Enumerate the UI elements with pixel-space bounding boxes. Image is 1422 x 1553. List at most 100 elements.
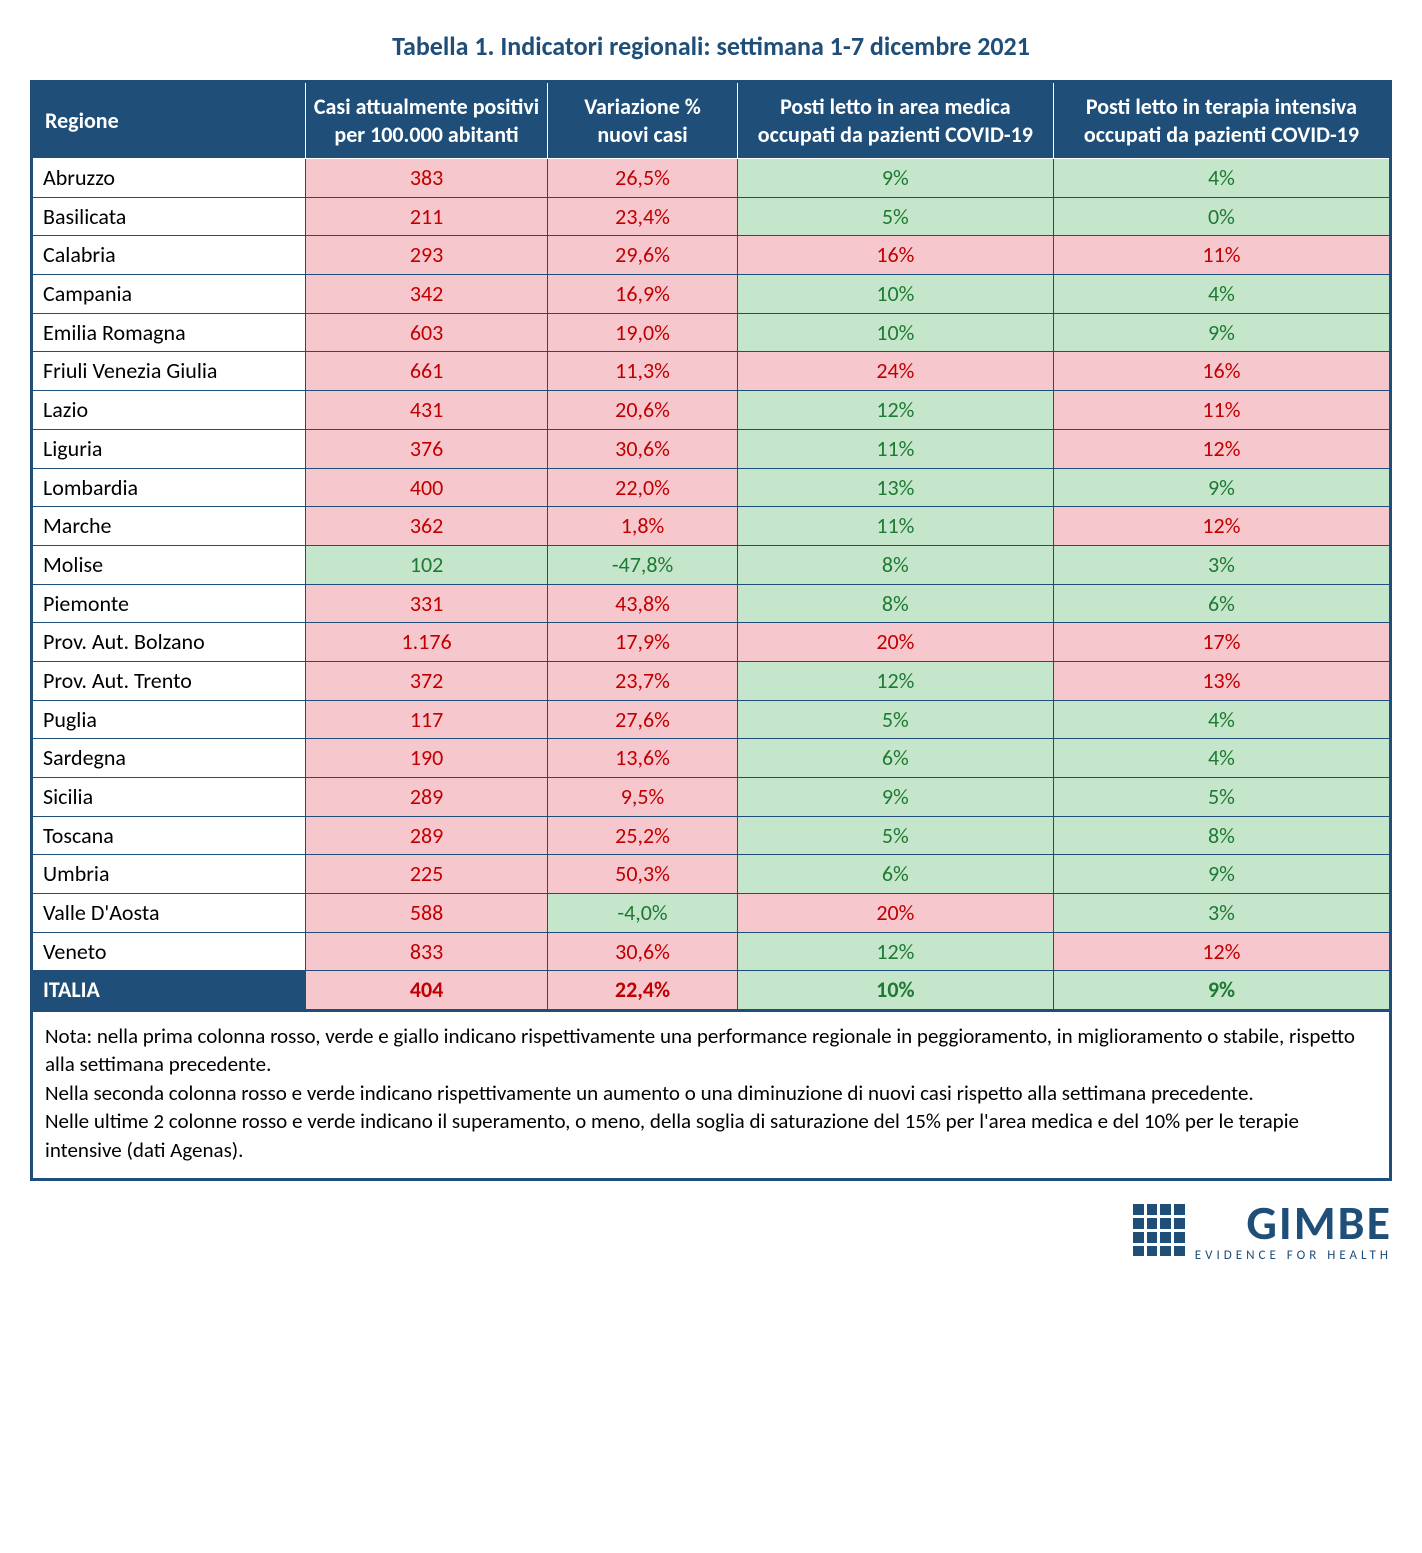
region-cell: Piemonte	[32, 584, 306, 623]
value-cell: 16%	[1053, 352, 1390, 391]
region-cell: Veneto	[32, 932, 306, 971]
value-cell: 117	[305, 700, 547, 739]
value-cell: 9%	[1053, 468, 1390, 507]
value-cell: 9,5%	[548, 778, 738, 817]
value-cell: 5%	[1053, 778, 1390, 817]
value-cell: 289	[305, 778, 547, 817]
value-cell: 30,6%	[548, 932, 738, 971]
value-cell: 383	[305, 159, 547, 198]
value-cell: 16,9%	[548, 275, 738, 314]
value-cell: 13%	[737, 468, 1053, 507]
value-cell: 20,6%	[548, 391, 738, 430]
value-cell: 22,4%	[548, 971, 738, 1011]
value-cell: 5%	[737, 197, 1053, 236]
value-cell: 4%	[1053, 275, 1390, 314]
value-cell: 225	[305, 855, 547, 894]
value-cell: 4%	[1053, 159, 1390, 198]
table-row: Friuli Venezia Giulia66111,3%24%16%	[32, 352, 1391, 391]
value-cell: 8%	[1053, 816, 1390, 855]
table-header-row: RegioneCasi attualmente positivi per 100…	[32, 82, 1391, 159]
value-cell: 4%	[1053, 739, 1390, 778]
region-cell: Toscana	[32, 816, 306, 855]
value-cell: 9%	[1053, 971, 1390, 1011]
table-title: Tabella 1. Indicatori regionali: settima…	[30, 30, 1392, 62]
value-cell: 376	[305, 429, 547, 468]
table-row: Veneto83330,6%12%12%	[32, 932, 1391, 971]
value-cell: 10%	[737, 275, 1053, 314]
region-cell: Sardegna	[32, 739, 306, 778]
value-cell: 20%	[737, 894, 1053, 933]
column-header: Regione	[32, 82, 306, 159]
region-cell: Abruzzo	[32, 159, 306, 198]
table-row: Molise102-47,8%8%3%	[32, 545, 1391, 584]
region-cell: Campania	[32, 275, 306, 314]
value-cell: 12%	[737, 391, 1053, 430]
value-cell: 342	[305, 275, 547, 314]
value-cell: 362	[305, 507, 547, 546]
table-row: Calabria29329,6%16%11%	[32, 236, 1391, 275]
value-cell: 6%	[737, 855, 1053, 894]
logo-mark-icon	[1133, 1204, 1185, 1256]
value-cell: 11,3%	[548, 352, 738, 391]
value-cell: 11%	[737, 429, 1053, 468]
value-cell: 588	[305, 894, 547, 933]
value-cell: 22,0%	[548, 468, 738, 507]
region-cell: ITALIA	[32, 971, 306, 1011]
value-cell: 8%	[737, 584, 1053, 623]
gimbe-logo: GIMBE EVIDENCE FOR HEALTH	[1133, 1199, 1392, 1262]
table-row: Umbria22550,3%6%9%	[32, 855, 1391, 894]
value-cell: 12%	[1053, 932, 1390, 971]
table-row: Prov. Aut. Bolzano1.17617,9%20%17%	[32, 623, 1391, 662]
value-cell: 20%	[737, 623, 1053, 662]
table-row: Abruzzo38326,5%9%4%	[32, 159, 1391, 198]
value-cell: 12%	[1053, 507, 1390, 546]
table-row: Valle D'Aosta588-4,0%20%3%	[32, 894, 1391, 933]
region-cell: Lombardia	[32, 468, 306, 507]
table-row: Lombardia40022,0%13%9%	[32, 468, 1391, 507]
value-cell: -4,0%	[548, 894, 738, 933]
value-cell: 9%	[1053, 313, 1390, 352]
value-cell: 289	[305, 816, 547, 855]
value-cell: 11%	[737, 507, 1053, 546]
value-cell: 5%	[737, 816, 1053, 855]
logo-name: GIMBE	[1195, 1199, 1392, 1247]
region-cell: Marche	[32, 507, 306, 546]
region-cell: Basilicata	[32, 197, 306, 236]
region-cell: Emilia Romagna	[32, 313, 306, 352]
value-cell: 10%	[737, 313, 1053, 352]
value-cell: 3%	[1053, 894, 1390, 933]
table-row: Prov. Aut. Trento37223,7%12%13%	[32, 661, 1391, 700]
value-cell: 9%	[737, 778, 1053, 817]
value-cell: 9%	[737, 159, 1053, 198]
value-cell: 43,8%	[548, 584, 738, 623]
table-row: Sicilia2899,5%9%5%	[32, 778, 1391, 817]
value-cell: 9%	[1053, 855, 1390, 894]
value-cell: 13%	[1053, 661, 1390, 700]
value-cell: 23,4%	[548, 197, 738, 236]
logo-area: GIMBE EVIDENCE FOR HEALTH	[30, 1199, 1392, 1262]
table-row: Toscana28925,2%5%8%	[32, 816, 1391, 855]
value-cell: 4%	[1053, 700, 1390, 739]
column-header: Posti letto in terapia intensiva occupat…	[1053, 82, 1390, 159]
region-cell: Sicilia	[32, 778, 306, 817]
value-cell: 404	[305, 971, 547, 1011]
value-cell: 6%	[1053, 584, 1390, 623]
value-cell: 293	[305, 236, 547, 275]
total-row: ITALIA40422,4%10%9%	[32, 971, 1391, 1011]
value-cell: 12%	[1053, 429, 1390, 468]
value-cell: 0%	[1053, 197, 1390, 236]
regional-indicators-table: RegioneCasi attualmente positivi per 100…	[30, 80, 1392, 1012]
region-cell: Valle D'Aosta	[32, 894, 306, 933]
column-header: Variazione % nuovi casi	[548, 82, 738, 159]
table-row: Marche3621,8%11%12%	[32, 507, 1391, 546]
region-cell: Calabria	[32, 236, 306, 275]
table-row: Basilicata21123,4%5%0%	[32, 197, 1391, 236]
value-cell: 603	[305, 313, 547, 352]
value-cell: 23,7%	[548, 661, 738, 700]
table-row: Piemonte33143,8%8%6%	[32, 584, 1391, 623]
value-cell: 1,8%	[548, 507, 738, 546]
value-cell: 11%	[1053, 391, 1390, 430]
value-cell: 19,0%	[548, 313, 738, 352]
table-row: Emilia Romagna60319,0%10%9%	[32, 313, 1391, 352]
value-cell: 400	[305, 468, 547, 507]
